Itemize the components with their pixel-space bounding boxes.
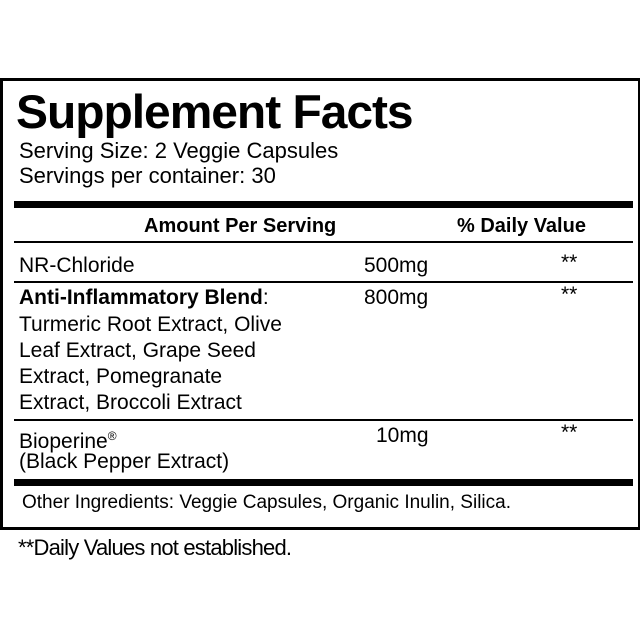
nutrient-amount: 800mg <box>364 286 429 309</box>
panel-title: Supplement Facts <box>16 85 414 138</box>
nutrient-name: NR-Chloride <box>19 254 135 277</box>
name-colon: : <box>262 286 269 309</box>
nutrient-name: Anti-Inflammatory Blend <box>19 286 263 309</box>
blend-ingredients-line: Turmeric Root Extract, Olive <box>19 313 282 336</box>
thick-divider <box>14 201 633 208</box>
registered-mark: ® <box>107 429 117 443</box>
nutrient-amount: 10mg <box>376 424 429 447</box>
divider <box>14 241 633 243</box>
nutrient-name: Bioperine <box>19 430 108 453</box>
daily-value-header: % Daily Value <box>457 215 586 237</box>
divider <box>14 419 633 421</box>
divider <box>14 281 633 283</box>
thick-divider <box>14 479 633 486</box>
nutrient-dv: ** <box>561 421 578 444</box>
supplement-facts-panel <box>0 78 640 530</box>
blend-ingredients-line: Extract, Broccoli Extract <box>19 391 242 414</box>
other-ingredients: Other Ingredients: Veggie Capsules, Orga… <box>22 492 511 513</box>
serving-size: Serving Size: 2 Veggie Capsules <box>19 138 339 163</box>
servings-per-container: Servings per container: 30 <box>19 163 276 188</box>
nutrient-subtitle: (Black Pepper Extract) <box>19 450 230 473</box>
nutrient-dv: ** <box>561 251 578 274</box>
footnote: **Daily Values not established. <box>18 535 292 560</box>
nutrient-dv: ** <box>561 283 578 306</box>
blend-ingredients-line: Leaf Extract, Grape Seed <box>19 339 256 362</box>
blend-ingredients-line: Extract, Pomegranate <box>19 365 223 388</box>
amount-per-serving-header: Amount Per Serving <box>144 215 337 237</box>
nutrient-amount: 500mg <box>364 254 429 277</box>
